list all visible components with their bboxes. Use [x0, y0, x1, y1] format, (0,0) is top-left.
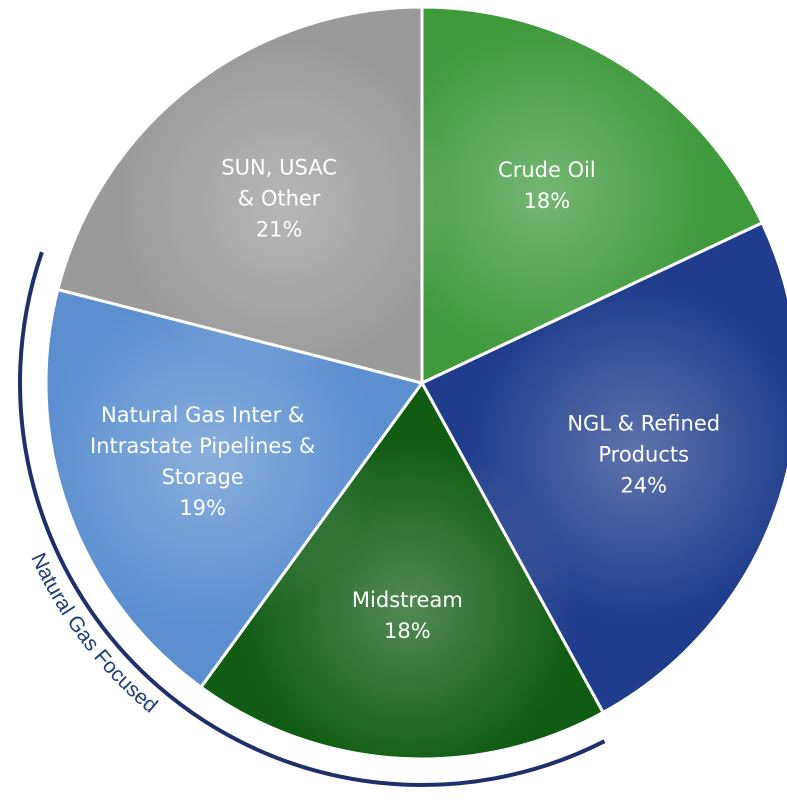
slice-label: NGL & Refined Products 24%: [549, 409, 739, 502]
bracket-arc: [18, 251, 606, 787]
value-label: 24%: [620, 473, 668, 498]
slice-label: Natural Gas Inter & Intrastate Pipelines…: [72, 400, 334, 524]
category-label: Natural Gas Inter & Intrastate Pipelines…: [90, 402, 316, 489]
category-label: Midstream: [351, 587, 463, 612]
category-label: NGL & Refined Products: [567, 411, 721, 467]
slice-label: Crude Oil 18%: [447, 155, 647, 217]
slice-label: Midstream 18%: [307, 585, 507, 647]
value-label: 21%: [255, 217, 303, 242]
value-label: 18%: [523, 189, 571, 214]
category-label: SUN, USAC & Other: [221, 155, 337, 211]
value-label: 18%: [384, 618, 431, 643]
slice-label: SUN, USAC & Other 21%: [218, 152, 340, 245]
value-label: 19%: [179, 495, 226, 520]
category-label: Crude Oil: [498, 158, 596, 183]
